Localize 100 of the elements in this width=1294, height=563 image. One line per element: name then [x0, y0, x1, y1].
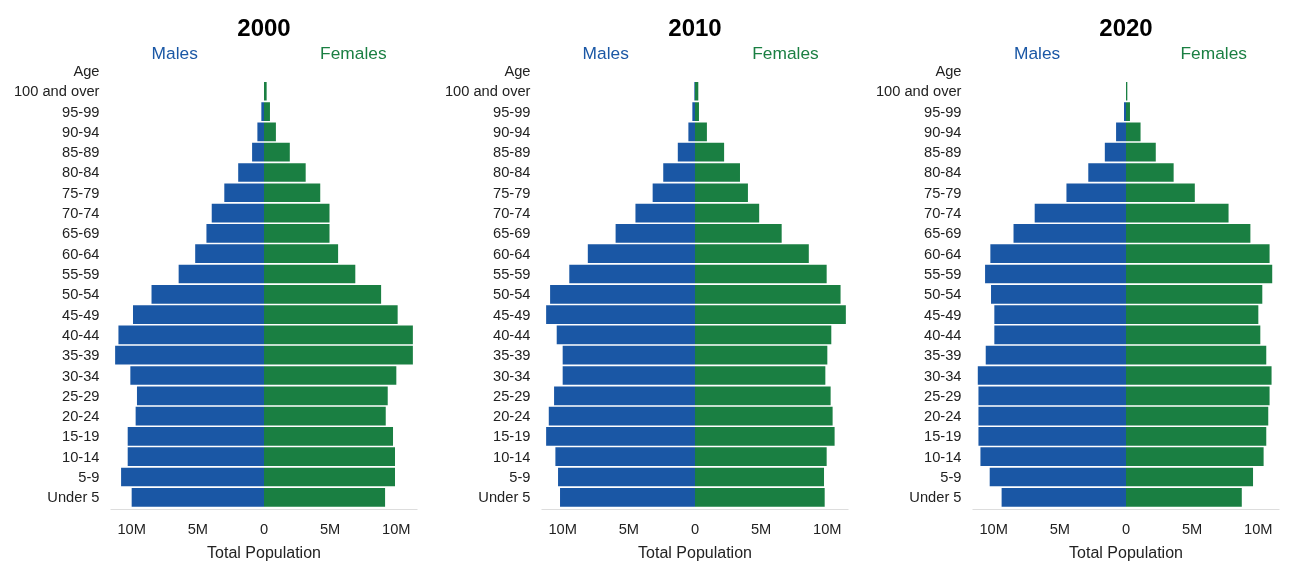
y-tick-label: 75-79: [924, 184, 962, 201]
y-tick-label: 65-69: [62, 225, 100, 242]
bar: [695, 325, 832, 345]
bar: [1126, 264, 1273, 284]
y-tick-label: 80-84: [924, 164, 962, 181]
bar: [1126, 406, 1269, 426]
y-tick-label: 90-94: [924, 123, 962, 140]
y-tick-label: 40-44: [62, 326, 100, 343]
x-tick-label: 10M: [117, 520, 146, 537]
bar: [1116, 122, 1126, 142]
x-tick-label: 5M: [319, 520, 341, 537]
y-tick-label: 50-54: [493, 286, 531, 303]
y-tick-label: 55-59: [62, 265, 100, 282]
y-tick-label: 50-54: [62, 286, 100, 303]
x-tick-label: 0: [259, 520, 269, 537]
text: Males: [1013, 42, 1061, 63]
y-tick-label: 45-49: [493, 306, 531, 323]
bar: [548, 406, 695, 426]
bar: [695, 467, 825, 487]
y-tick-label: 55-59: [924, 265, 962, 282]
y-tick-label: 100 and over: [875, 83, 962, 100]
y-tick-label: 5-9: [78, 469, 100, 486]
bar: [257, 122, 264, 142]
y-tick-label: 75-79: [493, 184, 531, 201]
chart-title: 2010: [668, 13, 722, 41]
y-tick-label: 55-59: [493, 265, 531, 282]
y-tick-label: 15-19: [924, 428, 962, 445]
y-tick-label: 35-39: [924, 347, 962, 364]
y-tick-label: 40-44: [924, 326, 962, 343]
y-tick-label: 95-99: [62, 103, 100, 120]
bar: [695, 122, 707, 142]
y-tick-label: 20-24: [493, 408, 531, 425]
x-axis-title: Total Population: [1069, 543, 1183, 561]
y-tick-label: 85-89: [493, 144, 531, 161]
y-tick-label: 35-39: [493, 347, 531, 364]
bar: [695, 487, 825, 507]
bar: [1126, 467, 1254, 487]
text: Males: [582, 42, 630, 63]
y-axis-title: Age: [935, 62, 962, 79]
y-tick-label: 95-99: [924, 103, 962, 120]
y-tick-label: 25-29: [493, 387, 531, 404]
y-tick-label: 100 and over: [13, 83, 100, 100]
y-tick-label: 65-69: [924, 225, 962, 242]
bar: [695, 203, 760, 223]
y-tick-label: 100 and over: [444, 83, 531, 100]
y-tick-label: 60-64: [924, 245, 962, 262]
y-tick-label: 5-9: [509, 469, 531, 486]
y-tick-label: 30-34: [493, 367, 531, 384]
text: Males: [151, 42, 199, 63]
y-tick-label: 25-29: [924, 387, 962, 404]
chart-title: 2000: [237, 13, 291, 41]
x-tick-label: 10M: [813, 520, 842, 537]
bar: [1034, 203, 1126, 223]
text: Females: [752, 42, 820, 63]
y-tick-label: 85-89: [62, 144, 100, 161]
bar: [569, 264, 695, 284]
x-tick-label: 0: [1121, 520, 1131, 537]
bar: [985, 264, 1126, 284]
y-tick-label: 10-14: [924, 448, 962, 465]
x-tick-label: 5M: [1049, 520, 1071, 537]
y-tick-label: 90-94: [493, 123, 531, 140]
y-tick-label: Under 5: [47, 489, 100, 506]
y-tick-label: 70-74: [924, 205, 962, 222]
y-tick-label: Under 5: [478, 489, 531, 506]
bar: [978, 406, 1126, 426]
bar: [264, 467, 395, 487]
bar: [695, 406, 833, 426]
bar: [560, 487, 695, 507]
x-tick-label: 10M: [382, 520, 411, 537]
y-tick-label: 50-54: [924, 286, 962, 303]
y-tick-label: 70-74: [62, 205, 100, 222]
bar: [121, 467, 264, 487]
y-tick-label: 20-24: [924, 408, 962, 425]
y-tick-label: 45-49: [62, 306, 100, 323]
bar: [695, 264, 827, 284]
bar: [558, 467, 695, 487]
bar: [264, 487, 386, 507]
y-tick-label: 45-49: [924, 306, 962, 323]
x-tick-label: 5M: [750, 520, 772, 537]
y-tick-label: 10-14: [62, 448, 100, 465]
y-tick-label: 60-64: [493, 245, 531, 262]
bar: [635, 203, 695, 223]
y-axis-title: Age: [73, 62, 100, 79]
bar: [178, 264, 264, 284]
text: Females: [320, 42, 387, 63]
y-tick-label: 60-64: [62, 245, 100, 262]
bar: [264, 122, 276, 142]
x-axis-title: Total Population: [638, 543, 752, 561]
y-tick-label: 25-29: [62, 387, 100, 404]
y-tick-label: 35-39: [62, 347, 100, 364]
y-tick-label: Under 5: [909, 489, 962, 506]
x-tick-label: 5M: [1181, 520, 1203, 537]
chart-title: 2020: [1099, 13, 1153, 41]
x-tick-label: 5M: [618, 520, 640, 537]
x-tick-label: 0: [690, 520, 700, 537]
text: Females: [1180, 42, 1248, 63]
bar: [131, 487, 264, 507]
y-tick-label: 80-84: [62, 164, 100, 181]
bar: [1126, 203, 1229, 223]
y-tick-label: 95-99: [493, 103, 531, 120]
